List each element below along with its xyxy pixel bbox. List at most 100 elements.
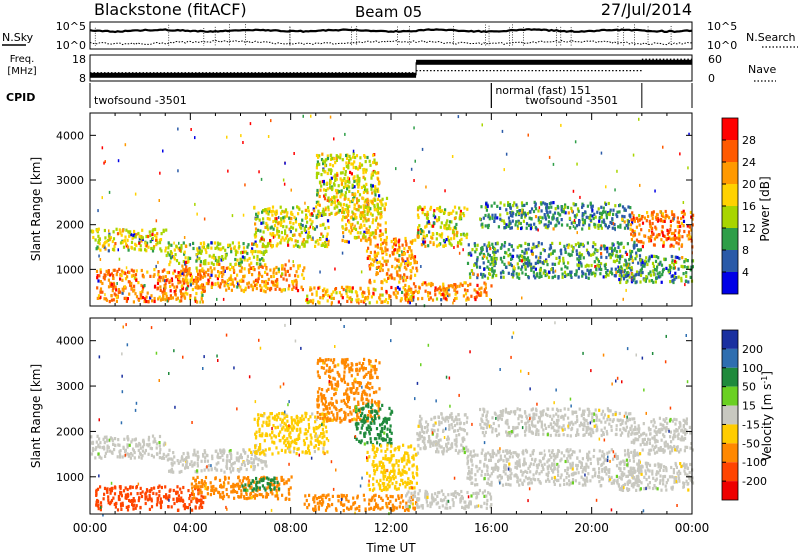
echo-cell (114, 486, 117, 490)
echo-cell (348, 287, 352, 291)
echo-cell (455, 231, 458, 235)
echo-cell (667, 237, 670, 241)
echo-cell (293, 233, 296, 237)
echo-cell (524, 267, 527, 271)
echo-cell (345, 179, 348, 183)
echo-cell (307, 422, 310, 427)
echo-cell (567, 272, 570, 277)
echo-cell (433, 209, 436, 213)
echo-cell (416, 235, 419, 239)
echo-cell (206, 487, 209, 491)
echo-cell (210, 273, 213, 277)
echo-cell (130, 268, 133, 272)
echo-cell (219, 451, 222, 455)
echo-cell (110, 298, 113, 302)
echo-cell (652, 280, 655, 284)
echo-cell (98, 274, 101, 278)
echo-cell (337, 155, 340, 159)
echo-cell (442, 211, 446, 215)
echo-cell (147, 435, 151, 439)
echo-cell (648, 279, 651, 283)
echo-cell (289, 237, 292, 241)
echo-cell (326, 289, 329, 294)
echo-cell (296, 244, 300, 248)
echo-cell (281, 420, 284, 424)
echo-cell (540, 202, 543, 206)
echo-cell (122, 289, 125, 293)
echo-cell (189, 273, 192, 277)
echo-cell (153, 296, 156, 301)
echo-cell (380, 286, 383, 291)
echo-cell (554, 207, 557, 211)
echo-cell (652, 210, 655, 214)
echo-cell (577, 209, 580, 213)
echo-cell (193, 278, 196, 282)
echo-cell (542, 271, 545, 275)
echo-cell (429, 205, 433, 209)
echo-cell (230, 456, 233, 461)
echo-cell (113, 443, 117, 447)
echo-cell (231, 265, 234, 269)
echo-cell (586, 250, 590, 255)
echo-cell (578, 244, 581, 248)
echo-cell (623, 263, 626, 267)
echo-cell (258, 271, 261, 275)
echo-cell (548, 247, 551, 251)
echo-cell (401, 250, 403, 254)
echo-cell (182, 485, 185, 490)
echo-cell (545, 259, 548, 263)
echo-cell (327, 387, 330, 391)
echo-cell (260, 221, 263, 225)
echo-cell (173, 501, 176, 506)
echo-cell (258, 429, 261, 433)
echo-cell (196, 458, 199, 462)
echo-cell (658, 271, 661, 275)
echo-cell (315, 171, 319, 175)
echo-cell (110, 294, 113, 298)
echo-cell (381, 263, 384, 267)
echo-cell (558, 259, 561, 263)
echo-cell (446, 219, 449, 223)
echo-cell (360, 185, 363, 190)
echo-cell (348, 229, 351, 233)
echo-cell (632, 153, 635, 157)
echo-cell (345, 227, 348, 231)
echo-cell (332, 290, 335, 294)
echo-cell (502, 219, 505, 223)
echo-cell (255, 480, 258, 484)
echo-cell (258, 170, 260, 174)
echo-cell (263, 238, 265, 242)
echo-cell (113, 502, 116, 506)
echo-cell (127, 230, 130, 234)
echo-cell (247, 481, 250, 485)
echo-cell (526, 256, 530, 260)
echo-cell (438, 291, 441, 295)
echo-cell (662, 267, 665, 271)
echo-cell (531, 252, 534, 256)
echo-cell (487, 213, 490, 217)
echo-cell (379, 267, 382, 271)
echo-cell (250, 481, 253, 485)
echo-cell (301, 223, 304, 228)
echo-cell (271, 205, 275, 209)
echo-cell (364, 367, 367, 371)
echo-cell (380, 262, 383, 267)
echo-cell (433, 211, 435, 215)
echo-cell (186, 270, 189, 274)
echo-cell (492, 250, 495, 254)
echo-cell (611, 226, 614, 230)
echo-cell (674, 229, 677, 233)
echo-cell (104, 236, 107, 240)
echo-cell (326, 419, 329, 423)
echo-cell (340, 178, 343, 182)
echo-cell (667, 268, 670, 272)
echo-cell (284, 270, 287, 274)
echo-cell (156, 232, 159, 236)
echo-cell (258, 446, 261, 450)
echo-cell (256, 463, 260, 467)
echo-cell (310, 436, 313, 440)
echo-cell (428, 282, 431, 286)
echo-cell (476, 283, 479, 287)
echo-cell (243, 289, 246, 293)
